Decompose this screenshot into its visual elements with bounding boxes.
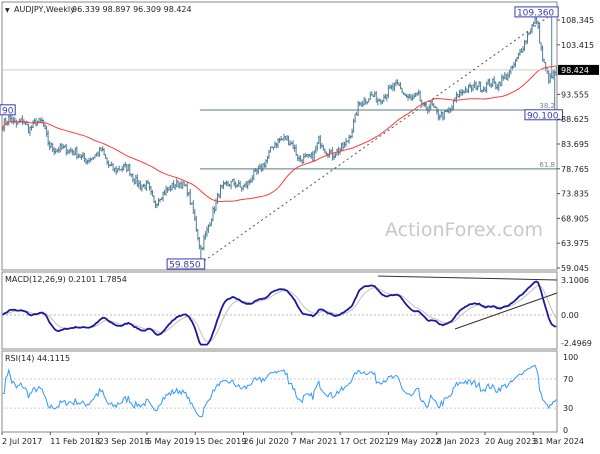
moving-average-line [2, 65, 557, 202]
x-tick-label: 31 Mar 2024 [533, 437, 584, 446]
macd-y-tick-label: 3.1006 [561, 276, 589, 285]
macd-trend-line [454, 292, 558, 330]
y-tick-label: 83.695 [561, 140, 589, 149]
rsi-y-tick-label: 30 [563, 404, 573, 413]
y-tick-label: 93.555 [561, 90, 589, 99]
price-annotation-label: 59.850 [169, 260, 201, 270]
current-price-tag [558, 64, 599, 75]
macd-signal-line [2, 284, 557, 343]
price-annotation-box [514, 6, 559, 18]
x-tick-label: 5 May 2019 [147, 437, 194, 446]
y-tick-label: 103.415 [561, 41, 594, 50]
y-tick-label: 78.765 [561, 165, 589, 174]
x-tick-label: 23 Sep 2018 [99, 437, 150, 446]
fibonacci-trend-line [199, 14, 552, 265]
price-panel [1, 1, 558, 271]
macd-layer [2, 275, 558, 346]
x-tick-label: 8 Jan 2023 [437, 437, 480, 446]
x-tick-label: 29 May 2022 [388, 437, 440, 446]
y-tick-label: 108.345 [561, 16, 594, 25]
rsi-y-tick-label: 70 [563, 375, 573, 384]
rsi-y-tick-label: 0 [563, 426, 568, 435]
x-tick-label: 26 Jul 2020 [244, 437, 289, 446]
rsi-line [2, 364, 557, 418]
collapse-arrow-icon[interactable]: ▼ [5, 7, 10, 14]
x-tick-label: 7 Mar 2021 [292, 437, 338, 446]
price-annotation-box [524, 109, 564, 121]
price-annotation-label: 90.100 [527, 111, 559, 121]
x-tick-label: 20 Aug 2023 [485, 437, 536, 446]
y-tick-label: 88.625 [561, 115, 589, 124]
y-tick-label: 63.975 [561, 239, 589, 248]
macd-panel [1, 271, 558, 350]
price-annotation-box [166, 258, 206, 270]
rsi-y-tick-label: 100 [563, 353, 578, 362]
price-layer: 38.2 61.8 109.360 59.850 90.100 90 [0, 6, 564, 270]
rsi-title: RSI(14) 44.1115 [5, 354, 70, 363]
x-tick-label: 15 Dec 2019 [195, 437, 246, 446]
macd-y-tick-label: 0.00 [561, 311, 579, 320]
y-tick-label: 73.835 [561, 190, 589, 199]
macd-line [2, 280, 557, 346]
macd-trend-line [377, 275, 558, 281]
macd-y-tick-label: -2.4969 [561, 339, 592, 348]
x-tick-label: 11 Feb 2018 [50, 437, 100, 446]
x-tick-label: 17 Oct 2021 [340, 437, 389, 446]
price-annotation-box [0, 104, 16, 116]
x-tick-label: 2 Jul 2017 [2, 437, 42, 446]
price-annotation-label: 109.360 [517, 8, 554, 18]
chart-ohlc: 96.339 98.897 96.309 98.424 [72, 5, 192, 14]
rsi-panel [1, 350, 558, 433]
macd-title: MACD(12,26,9) 0.2101 1.7854 [5, 275, 127, 284]
price-annotation-label: 90 [2, 106, 14, 116]
fibonacci-level-label: 38.2 [539, 102, 555, 110]
rsi-layer [2, 364, 557, 418]
chart-symbol: AUDJPY,Weekly [14, 5, 75, 14]
fibonacci-level-label: 61.8 [539, 161, 555, 169]
current-price-label: 98.424 [561, 66, 589, 75]
watermark: ActionForex.com [385, 219, 543, 241]
y-tick-label: 68.905 [561, 214, 589, 223]
axis-layer: 108.345 103.415 93.555 88.625 83.695 78.765 73… [1, 16, 599, 446]
y-tick-label: 59.045 [561, 264, 589, 273]
